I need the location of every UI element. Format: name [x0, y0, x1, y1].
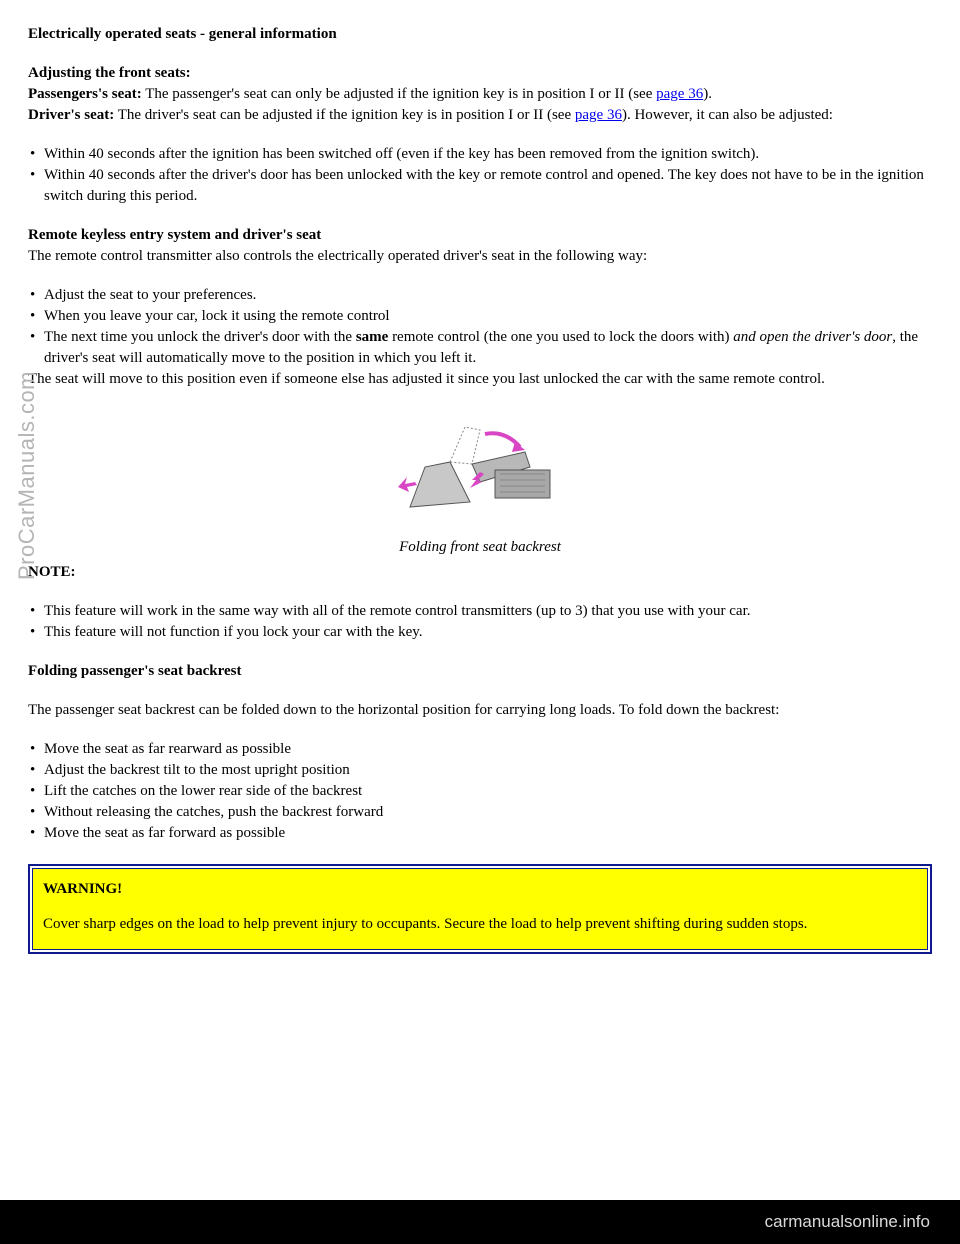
folding-seat-icon [380, 412, 580, 522]
list-item: Adjust the seat to your preferences. [28, 285, 932, 306]
passengers-text-b: ). [703, 86, 712, 102]
remote-intro: The remote control transmitter also cont… [28, 246, 932, 267]
list-item: This feature will not function if you lo… [28, 622, 932, 643]
drivers-text-a: The driver's seat can be adjusted if the… [114, 107, 575, 123]
adjusting-heading: Adjusting the front seats: [28, 63, 932, 84]
warning-text: Cover sharp edges on the load to help pr… [43, 914, 917, 935]
section3-bullet-list: Move the seat as far rearward as possibl… [28, 739, 932, 844]
list-item: Within 40 seconds after the ignition has… [28, 144, 932, 165]
remote-heading: Remote keyless entry system and driver's… [28, 225, 932, 246]
main-heading: Electrically operated seats - general in… [28, 24, 932, 45]
warning-box: WARNING! Cover sharp edges on the load t… [28, 864, 932, 954]
page-link[interactable]: page 36 [656, 86, 703, 102]
document-content: Electrically operated seats - general in… [28, 24, 932, 954]
warning-title: WARNING! [43, 879, 917, 900]
section-remote: Remote keyless entry system and driver's… [28, 225, 932, 390]
list-item: Adjust the backrest tilt to the most upr… [28, 760, 932, 781]
passengers-text-a: The passenger's seat can only be adjuste… [142, 86, 656, 102]
passengers-label: Passengers's seat: [28, 86, 142, 102]
list-item: Without releasing the catches, push the … [28, 802, 932, 823]
bullet3-bold: same [356, 329, 389, 345]
list-item: This feature will work in the same way w… [28, 601, 932, 622]
list-item: The next time you unlock the driver's do… [28, 327, 932, 369]
note-label: NOTE: [28, 562, 932, 583]
page-link[interactable]: page 36 [575, 107, 622, 123]
footer-watermark: carmanualsonline.info [0, 1200, 960, 1244]
bullet3-b: remote control (the one you used to lock… [388, 329, 733, 345]
warning-inner: WARNING! Cover sharp edges on the load t… [32, 868, 928, 950]
drivers-label: Driver's seat: [28, 107, 114, 123]
note-bullet-list: This feature will work in the same way w… [28, 601, 932, 643]
list-item: Move the seat as far forward as possible [28, 823, 932, 844]
seat-figure [28, 412, 932, 529]
list-item: Lift the catches on the lower rear side … [28, 781, 932, 802]
folding-heading: Folding passenger's seat backrest [28, 661, 932, 682]
list-item: When you leave your car, lock it using t… [28, 306, 932, 327]
section-folding: Folding passenger's seat backrest The pa… [28, 661, 932, 844]
list-item: Move the seat as far rearward as possibl… [28, 739, 932, 760]
folding-intro: The passenger seat backrest can be folde… [28, 700, 932, 721]
drivers-seat-line: Driver's seat: The driver's seat can be … [28, 105, 932, 126]
passengers-seat-line: Passengers's seat: The passenger's seat … [28, 84, 932, 105]
figure-caption: Folding front seat backrest [28, 537, 932, 558]
note-section: NOTE: This feature will work in the same… [28, 562, 932, 643]
document-page: ProCarManuals.com Electrically operated … [0, 0, 960, 1200]
drivers-text-b: ). However, it can also be adjusted: [622, 107, 833, 123]
bullet3-a: The next time you unlock the driver's do… [44, 329, 356, 345]
remote-followup: The seat will move to this position even… [28, 369, 932, 390]
side-watermark: ProCarManuals.com [14, 371, 40, 580]
section1-bullet-list: Within 40 seconds after the ignition has… [28, 144, 932, 207]
list-item: Within 40 seconds after the driver's doo… [28, 165, 932, 207]
section-adjusting: Adjusting the front seats: Passengers's … [28, 63, 932, 207]
bullet3-italic: and open the driver's door [733, 329, 892, 345]
section2-bullet-list: Adjust the seat to your preferences. Whe… [28, 285, 932, 369]
